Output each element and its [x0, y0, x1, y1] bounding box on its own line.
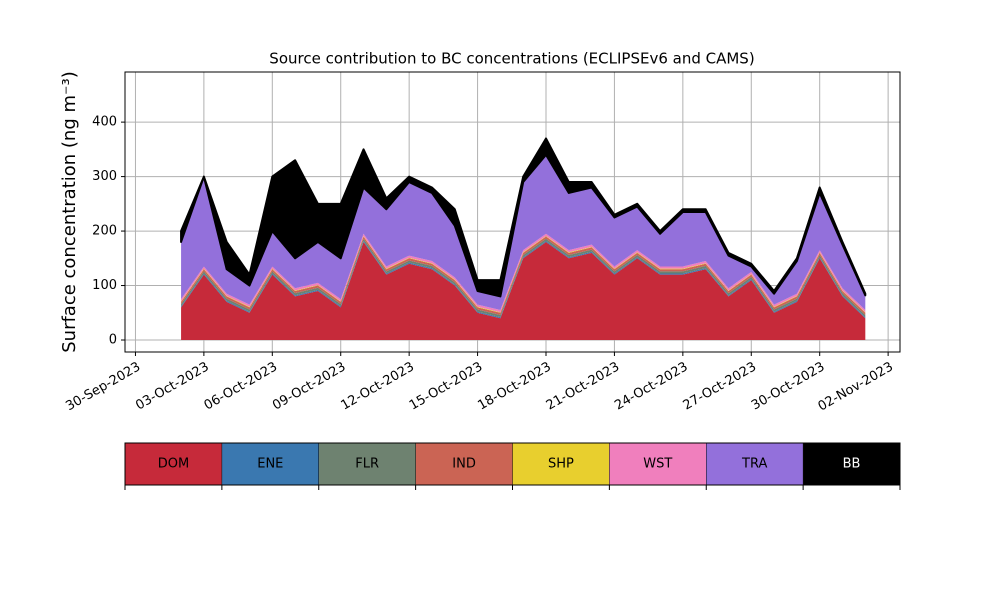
- area: [181, 154, 866, 311]
- legend-swatch: [609, 443, 707, 485]
- y-tick-label: 0: [109, 333, 117, 348]
- legend-swatch: [125, 443, 222, 485]
- legend-swatch: [221, 443, 319, 485]
- legend-label: IND: [452, 457, 476, 472]
- y-tick-label: 100: [92, 278, 117, 293]
- legend-label: DOM: [158, 457, 189, 472]
- y-tick-label: 300: [92, 169, 117, 184]
- y-tick-label: 400: [92, 115, 117, 130]
- legend-swatch: [318, 443, 416, 485]
- legend-label: WST: [643, 457, 672, 472]
- legend-label: FLR: [355, 457, 379, 472]
- area: [181, 241, 866, 341]
- legend-label: TRA: [741, 457, 767, 472]
- legend-swatch: [512, 443, 610, 485]
- legend-frame: [124, 442, 901, 486]
- legend-label: SHP: [548, 457, 574, 472]
- plot-frame: [124, 71, 901, 353]
- y-axis-label: Surface concentration (ng m⁻³): [59, 71, 80, 353]
- legend-label: BB: [843, 457, 861, 472]
- legend-swatch: [415, 443, 513, 485]
- chart-title: Source contribution to BC concentrations…: [269, 50, 754, 68]
- legend-swatch: [706, 443, 804, 485]
- area: [180, 137, 867, 298]
- y-tick-label: 200: [92, 224, 117, 239]
- legend-swatch: [803, 443, 900, 485]
- legend-label: ENE: [257, 457, 283, 472]
